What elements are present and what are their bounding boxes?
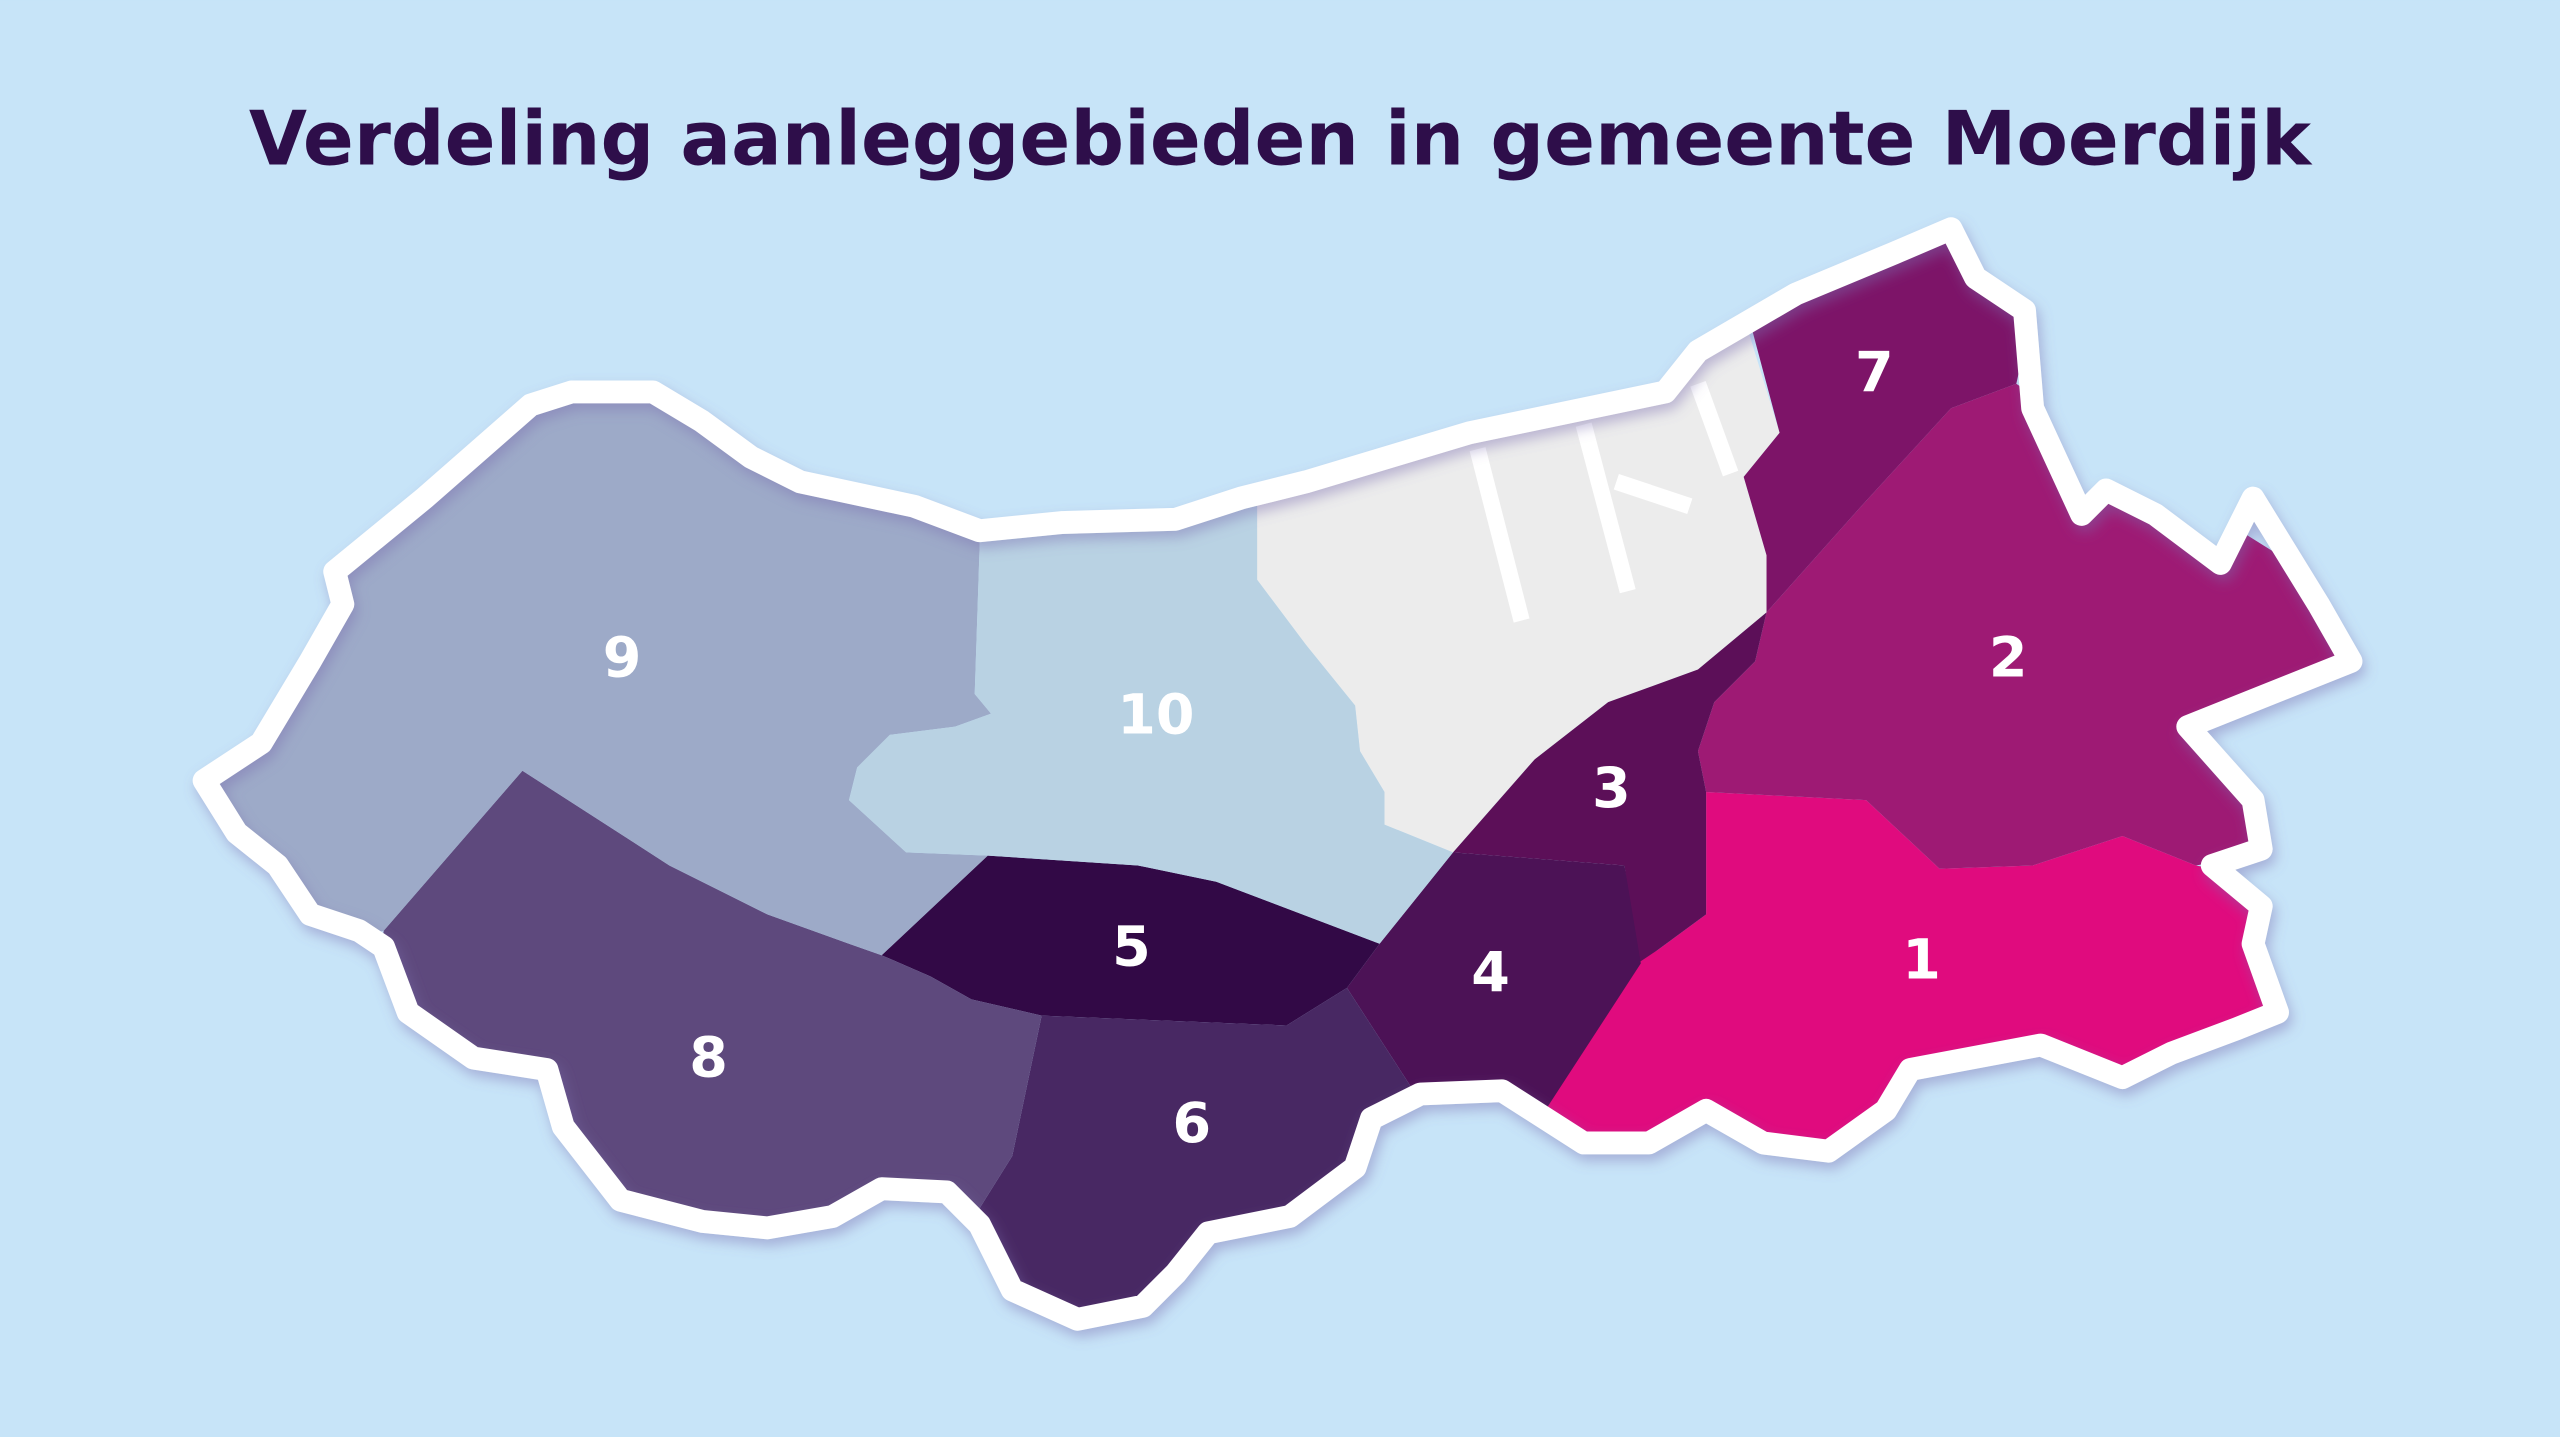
region <box>1453 612 1767 964</box>
road <box>1575 422 1636 594</box>
region-label: 10 <box>1117 683 1194 748</box>
region-label: 6 <box>1173 1091 1212 1156</box>
region-label: 5 <box>1112 914 1151 979</box>
region <box>1346 852 1641 1127</box>
road <box>1613 474 1693 514</box>
region-label: 4 <box>1471 941 1510 1006</box>
region <box>1743 228 2058 613</box>
region-label: 2 <box>1989 625 2028 690</box>
road <box>1469 447 1530 623</box>
region-label: 3 <box>1592 756 1631 821</box>
region <box>881 855 1380 1026</box>
region-label: 9 <box>603 625 642 690</box>
region-label: 7 <box>1855 340 1894 405</box>
municipality-outline <box>192 217 2363 1331</box>
region-label: 1 <box>1902 928 1941 993</box>
map-title: Verdeling aanleggebieden in gemeente Moe… <box>249 94 2313 182</box>
label-layer: 1 2 3 4 5 6 7 8 9 10 <box>603 340 2028 1156</box>
road <box>1690 381 1739 477</box>
region-label: 8 <box>689 1025 728 1090</box>
